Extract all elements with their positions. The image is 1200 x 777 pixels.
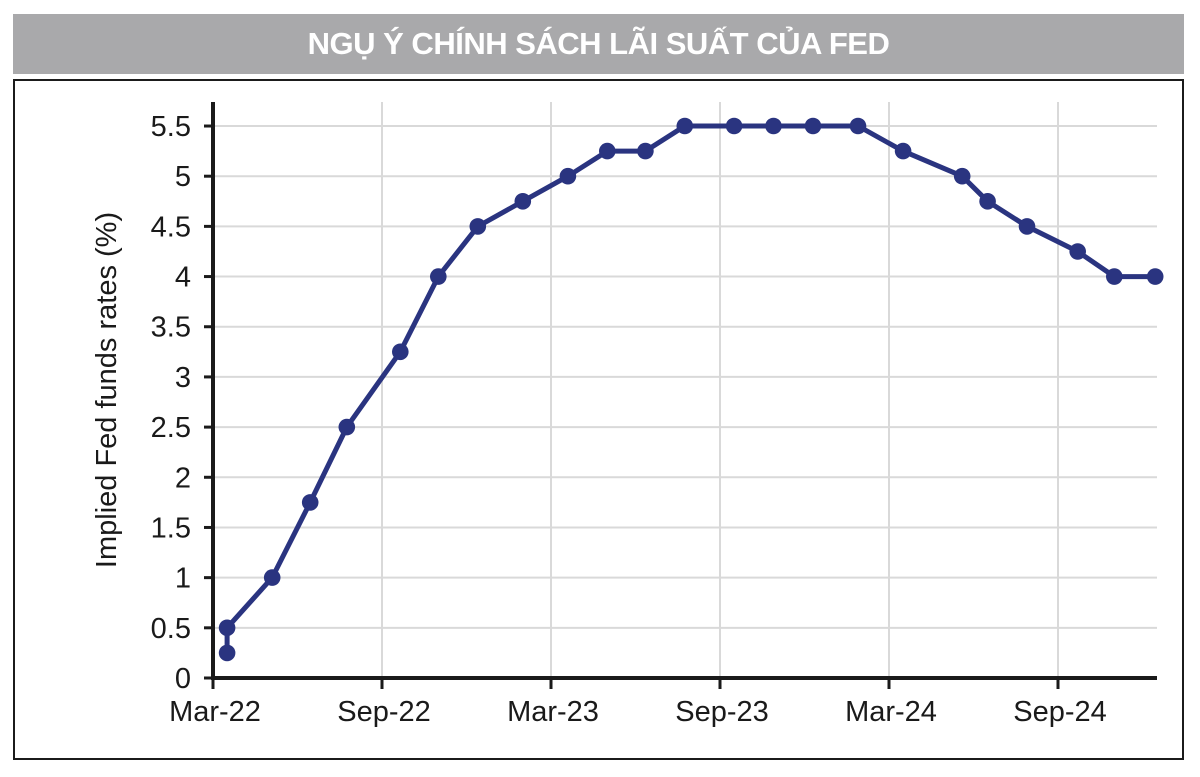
data-point [637,142,654,160]
data-point [430,268,447,285]
y-tick-label: 4 [175,262,191,294]
y-tick-label: 5.5 [151,111,191,143]
data-point [1106,268,1123,285]
y-tick-label: 5 [175,161,191,193]
y-tick-label: 0.5 [151,613,191,645]
data-point [676,117,694,135]
data-point [599,142,616,160]
chart-title-bar: NGỤ Ý CHÍNH SÁCH LÃI SUẤT CỦA FED [13,14,1184,74]
series-line [224,123,1158,656]
y-tick-label: 2 [175,462,191,494]
data-point [338,418,356,436]
data-point [953,167,971,185]
data-point [725,117,743,135]
data-point [263,569,281,586]
fed-rates-line-chart: 0 0.5 1 1.5 2 2.5 3 3.5 4 4.5 5 5.5 Mar-22 Sep-22 Mar-… [91,102,1164,728]
chart-area: 0 0.5 1 1.5 2 2.5 3 3.5 4 4.5 5 5.5 Mar-22 Sep-22 Mar-… [13,79,1184,760]
data-point [392,343,409,361]
x-tick-label: Mar-24 [845,696,937,728]
data-point [514,193,532,210]
data-point [849,117,867,135]
data-point [1018,218,1036,235]
data-point [301,494,319,511]
x-tick-label: Sep-24 [1013,696,1107,728]
data-point [979,193,996,210]
y-tick-label: 4.5 [151,211,191,243]
data-point [1069,243,1086,260]
y-tick-label: 3 [175,362,191,394]
y-tick-label: 0 [175,663,191,695]
y-tick-label: 2.5 [151,412,191,444]
x-tick-label: Sep-23 [675,696,769,728]
data-point [765,117,782,135]
data-point [218,644,236,662]
x-tick-label: Mar-22 [169,696,261,728]
x-tick-label: Sep-22 [337,696,431,728]
data-point [894,142,912,160]
data-point [559,167,577,185]
y-tick-label: 1.5 [151,512,191,544]
y-axis-title: Implied Fed funds rates (%) [91,212,123,568]
y-tick-label: 1 [175,563,191,595]
data-point [469,218,487,235]
data-point [218,619,236,637]
chart-title: NGỤ Ý CHÍNH SÁCH LÃI SUẤT CỦA FED [307,26,890,61]
y-tick-label: 3.5 [151,312,191,344]
x-tick-label: Mar-23 [507,696,599,728]
data-point [1146,268,1164,285]
data-point [804,117,822,135]
